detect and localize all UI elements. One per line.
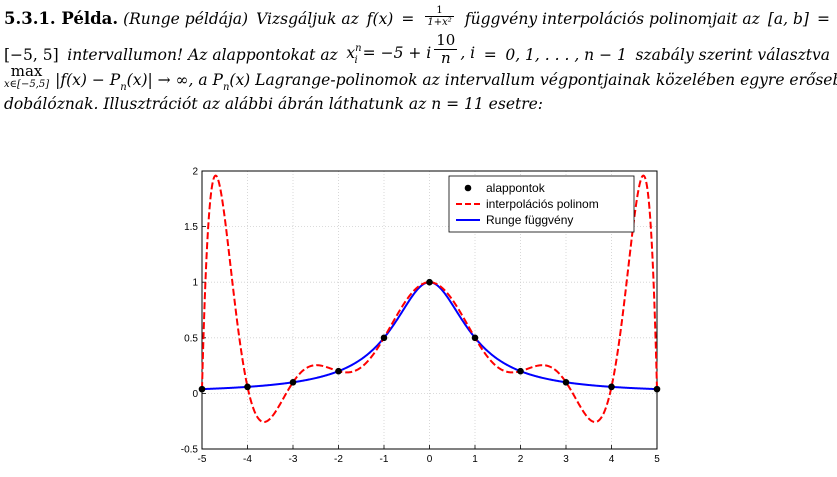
math-fx: f(x) (366, 10, 394, 28)
data-point-alappont (289, 378, 297, 386)
data-point-alappont (517, 367, 524, 375)
data-point-alappont (471, 334, 479, 342)
x-tick-label: 4 (609, 454, 615, 465)
x-tick-label: -5 (198, 454, 207, 465)
x-tick-label: 1 (472, 454, 478, 465)
math-fraction-step: 10 n (434, 30, 458, 67)
legend-label: alappontok (486, 181, 546, 195)
x-tick-label: 3 (563, 454, 569, 465)
x-tick-label: 2 (518, 454, 524, 465)
legend-label: interpolációs polinom (486, 197, 599, 211)
math-equals: = (401, 10, 415, 28)
data-point-alappont (426, 278, 433, 286)
plot-series (198, 174, 661, 424)
y-tick-label: 1.5 (184, 222, 198, 233)
paragraph-line-3: max x∈[−5,5] |f(x) − Pn(x)| → ∞, a Pn (x… (4, 62, 837, 101)
math-equals-2: = (817, 10, 830, 28)
x-tick-label: 5 (654, 454, 660, 465)
paragraph-line-4: dobálóznak. Illusztrációt az alábbi ábrá… (4, 95, 544, 113)
legend-marker-alappontok (464, 184, 472, 192)
x-tick-label: 0 (427, 454, 433, 465)
x-tick-label: -3 (289, 454, 298, 465)
math-max-operator: max x∈[−5,5] (4, 62, 50, 91)
paragraph-line-2: [−5, 5] intervallumon! Az alappontokat a… (4, 30, 830, 74)
y-tick-label: -0.5 (181, 445, 199, 456)
math-node-formula: xni = −5 + i 10 n, i (346, 30, 476, 67)
example-label: 5.3.1. Példa. (4, 9, 119, 28)
data-point-alappont (244, 383, 251, 391)
axis-ticks: -5 -4 -3 -2 -1 0 1 2 3 4 5 -0.5 0 0.5 1 1.5 2 (181, 167, 660, 466)
text-intervallumon: intervallumon! Az alappontokat az (67, 46, 338, 64)
data-point-alappont (380, 334, 388, 342)
data-point-alappont (608, 383, 615, 391)
example-title: (Runge példája) (123, 10, 249, 28)
series-runge-fuggveny (201, 281, 658, 391)
text-vizsgaljuk: Vizsgáljuk az (256, 10, 359, 28)
legend-label: Runge függvény (486, 213, 573, 227)
x-tick-label: -1 (380, 454, 389, 465)
math-interval: [−5, 5] (4, 46, 59, 64)
y-tick-label: 0 (192, 389, 198, 400)
math-index-range: 0, 1, . . . , n − 1 (505, 46, 627, 64)
data-point-alappont (562, 378, 570, 386)
y-tick-label: 2 (192, 167, 198, 178)
text-fuggveny: függvény interpolációs polinomjait az (464, 10, 760, 28)
data-point-alappont (198, 385, 206, 393)
text-lagrange: (x) Lagrange-polinomok az intervallum vé… (229, 71, 837, 89)
data-point-alappont (335, 367, 342, 375)
y-tick-label: 1 (192, 278, 198, 289)
math-limit-expression: |f(x) − Pn(x)| → ∞, a Pn (x) Lagrange-po… (55, 67, 837, 101)
paragraph-line-1: 5.3.1. Példa. (Runge példája) Vizsgáljuk… (4, 4, 830, 32)
legend: alappontok interpolációs polinom Runge füg… (448, 175, 635, 233)
math-fraction-runge: 1 1+x² (425, 4, 454, 28)
x-tick-label: -2 (334, 454, 343, 465)
math-interval-ab: [a, b] (767, 10, 809, 28)
data-point-alappont (653, 385, 661, 393)
math-equals-3: = (483, 46, 497, 64)
y-tick-label: 0.5 (184, 333, 198, 344)
text-szabaly: szabály szerint választva (635, 46, 830, 64)
x-tick-label: -4 (243, 454, 252, 465)
series-interpolacios-polinom (201, 174, 658, 424)
